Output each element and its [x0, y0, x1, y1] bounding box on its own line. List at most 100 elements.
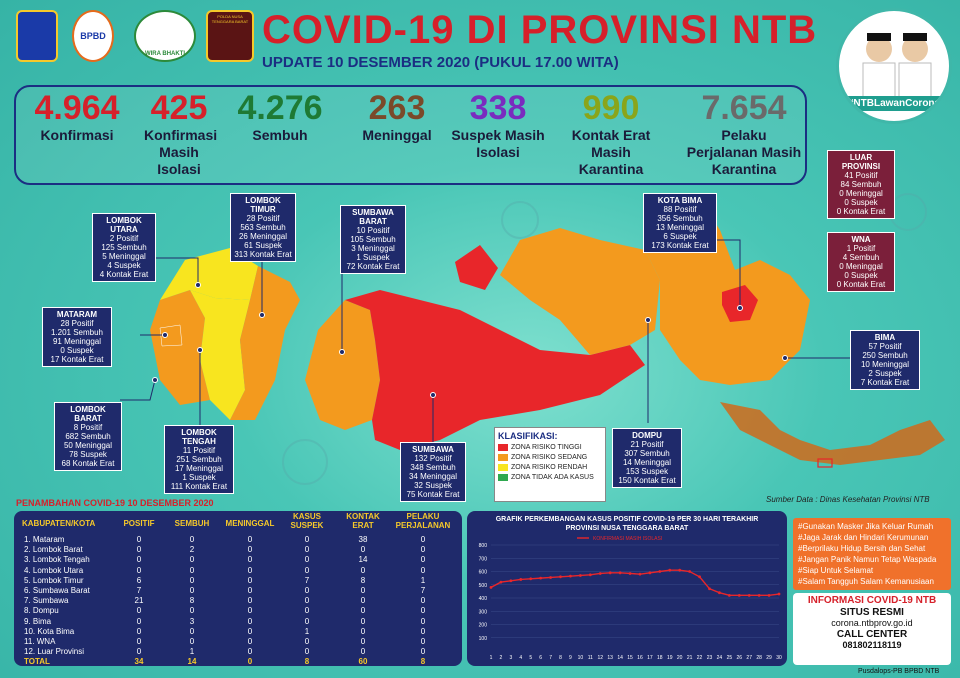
- table-cell: 0: [360, 596, 366, 606]
- stat-sembuh: 4.276 Sembuh: [230, 89, 330, 144]
- region-line: 173 Kontak Erat: [651, 241, 709, 250]
- x-tick-label: 14: [617, 655, 623, 661]
- table-cell: 0: [247, 626, 253, 636]
- region-box-bima: BIMA 57 Positif 250 Sembuh 10 Meninggal 2 S…: [850, 330, 920, 390]
- region-line: 250 Sembuh: [862, 351, 908, 360]
- table-cell: 7: [420, 586, 426, 595]
- region-line: 307 Sembuh: [624, 449, 670, 458]
- data-point: [747, 593, 751, 597]
- data-point: [767, 593, 771, 597]
- region-box-lombok-barat: LOMBOK BARAT 8 Positif 682 Sembuh 50 Menin…: [54, 402, 122, 471]
- table-cell: 1: [420, 575, 426, 585]
- region-line: 28 Positif: [60, 319, 94, 328]
- x-tick-label: 5: [529, 655, 532, 661]
- x-tick-label: 16: [637, 655, 643, 661]
- site-link[interactable]: corona.ntbprov.go.id: [831, 618, 913, 628]
- data-point: [638, 572, 642, 576]
- stat-masih-isolasi: 425 Konfirmasi Masih Isolasi: [134, 89, 224, 178]
- table-total-cell: 60: [358, 657, 368, 667]
- table-row-name: 11. WNA: [24, 637, 56, 646]
- legend-item: ZONA TIDAK ADA KASUS: [498, 474, 602, 481]
- table-row-name: 12. Luar Provinsi: [24, 647, 85, 657]
- table-cell: 0: [189, 575, 195, 585]
- graph-title: GRAFIK PERKEMBANGAN KASUS POSITIF COVID-…: [467, 515, 787, 533]
- polda-ntb-logo: POLDA NUSA TENGGARA BARAT: [206, 10, 254, 62]
- region-line: 2 Positif: [109, 234, 139, 243]
- y-tick-label: 800: [479, 543, 488, 549]
- table-cell: 0: [360, 626, 366, 636]
- table-cell: 0: [247, 555, 253, 565]
- table-cell: 0: [247, 565, 253, 575]
- data-point: [757, 593, 761, 597]
- map-pin: [195, 282, 201, 288]
- data-point: [698, 575, 701, 579]
- data-point: [519, 578, 523, 581]
- table-cell: 0: [247, 575, 253, 585]
- y-tick-label: 300: [479, 609, 488, 615]
- table-total-label: TOTAL: [24, 657, 50, 667]
- table-cell: 0: [360, 545, 366, 555]
- region-title: DOMPU: [632, 431, 662, 440]
- data-point: [727, 593, 731, 597]
- region-line: 2 Suspek: [868, 369, 902, 378]
- region-line: 61 Suspek: [244, 241, 282, 250]
- region-line: 78 Suspek: [69, 450, 107, 459]
- data-point: [499, 580, 503, 584]
- y-tick-label: 700: [479, 556, 488, 562]
- table-cell: 0: [189, 555, 195, 565]
- table-cell: 0: [189, 606, 195, 616]
- graph-subtitle: PROVINSI NUSA TENGGARA BARAT: [565, 525, 689, 532]
- info-panel: INFORMASI COVID-19 NTB SITUS RESMI coron…: [793, 593, 951, 665]
- table-cell: 0: [420, 647, 426, 657]
- table-cell: 3: [189, 616, 195, 626]
- legend-item: ZONA RISIKO SEDANG: [498, 454, 602, 461]
- region-line: 21 Positif: [630, 440, 664, 449]
- bpbd-logo-text: BPBD: [80, 31, 106, 41]
- map-pin: [152, 377, 158, 383]
- table-cell: 0: [420, 596, 426, 606]
- wira-bhakti-logo-text: WIRA BHAKTI: [144, 51, 186, 57]
- table-cell: 0: [420, 565, 426, 575]
- table-cell: 7: [304, 575, 310, 585]
- info-heading: INFORMASI COVID-19 NTB: [807, 595, 937, 606]
- region-line: 105 Sembuh: [350, 235, 396, 244]
- region-line: 10 Meninggal: [860, 360, 910, 369]
- data-point: [658, 570, 662, 573]
- table-cell: 14: [358, 555, 368, 565]
- region-line: 150 Kontak Erat: [618, 476, 676, 485]
- site-label: SITUS RESMI: [840, 607, 904, 618]
- legend-swatch: [498, 444, 508, 451]
- stat-konfirmasi: 4.964 Konfirmasi: [22, 89, 132, 144]
- region-line: 8 Positif: [73, 423, 103, 432]
- table-cell: 0: [304, 555, 310, 565]
- data-point: [648, 571, 652, 575]
- region-line: 0 Meninggal: [839, 262, 883, 271]
- legend-label: ZONA RISIKO RENDAH: [511, 464, 588, 471]
- governor-badge: #NTBLawanCorona: [836, 8, 952, 124]
- data-point: [708, 587, 711, 591]
- table-total-cell: 0: [247, 657, 253, 667]
- region-box-kota-bima: KOTA BIMA 88 Positif 356 Sembuh 13 Meningg…: [643, 193, 717, 253]
- x-tick-label: 18: [657, 655, 663, 661]
- x-tick-label: 17: [647, 655, 653, 661]
- legend-label: ZONA RISIKO SEDANG: [511, 454, 588, 461]
- region-line: 132 Positif: [414, 454, 452, 463]
- data-point: [559, 575, 562, 579]
- table-cell: 1: [189, 647, 195, 657]
- table-header: KABUPATEN/KOTA: [22, 519, 96, 528]
- region-box-lombok-tengah: LOMBOK TENGAH 11 Positif 251 Sembuh 17 Men…: [164, 425, 234, 494]
- x-tick-label: 23: [707, 655, 713, 661]
- x-tick-label: 22: [697, 655, 703, 661]
- map-pin: [737, 305, 743, 311]
- footer-credit: Pusdalops-PB BPBD NTB: [858, 668, 940, 675]
- table-cell: 0: [136, 555, 142, 565]
- stat-value: 425: [150, 89, 208, 127]
- table-cell: 0: [247, 616, 253, 626]
- x-tick-label: 27: [746, 655, 752, 661]
- tip-item: #Salam Tangguh Salam Kemanusiaan: [798, 577, 934, 586]
- graph-title-line: GRAFIK PERKEMBANGAN KASUS POSITIF COVID-…: [495, 516, 759, 523]
- data-point: [618, 571, 622, 575]
- x-tick-label: 30: [776, 655, 782, 661]
- region-box-luar-provinsi: LUAR PROVINSI 41 Positif 84 Sembuh 0 Menin…: [827, 150, 895, 219]
- x-tick-label: 11: [588, 655, 593, 661]
